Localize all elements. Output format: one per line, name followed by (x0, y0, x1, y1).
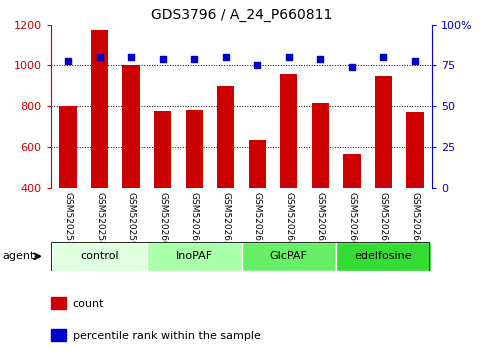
Bar (406, 112, 424, 269)
Bar (51, 297, 67, 309)
Text: GSM520259: GSM520259 (127, 192, 136, 247)
Bar (147, 242, 242, 271)
Bar (242, 242, 336, 271)
Bar (123, 65, 140, 269)
Text: percentile rank within the sample: percentile rank within the sample (73, 331, 260, 341)
Point (127, 55, 135, 60)
Text: agent: agent (2, 251, 35, 261)
Text: GSM520265: GSM520265 (316, 192, 325, 247)
Text: GSM520261: GSM520261 (190, 192, 199, 247)
Text: control: control (80, 251, 119, 261)
Text: GSM520257: GSM520257 (64, 192, 72, 247)
Text: GSM520268: GSM520268 (411, 192, 419, 247)
Bar (217, 86, 234, 269)
Bar (312, 103, 329, 269)
Text: GlcPAF: GlcPAF (270, 251, 308, 261)
Point (348, 64, 356, 70)
Title: GDS3796 / A_24_P660811: GDS3796 / A_24_P660811 (151, 8, 332, 22)
Bar (51, 329, 67, 341)
Point (190, 56, 198, 62)
Point (285, 55, 293, 60)
Bar (91, 30, 108, 269)
Point (64, 58, 72, 63)
Point (316, 56, 324, 62)
Bar (185, 110, 203, 269)
Text: count: count (73, 299, 104, 309)
Point (380, 55, 387, 60)
Text: InoPAF: InoPAF (176, 251, 213, 261)
Bar (52, 242, 147, 271)
Bar (336, 242, 431, 271)
Text: GSM520264: GSM520264 (284, 192, 293, 247)
Text: GSM520260: GSM520260 (158, 192, 167, 247)
Point (222, 55, 229, 60)
Point (159, 56, 167, 62)
Text: GSM520266: GSM520266 (347, 192, 356, 247)
Bar (280, 74, 298, 269)
Bar (59, 106, 77, 269)
Text: edelfosine: edelfosine (355, 251, 412, 261)
Bar (249, 140, 266, 269)
Text: GSM520267: GSM520267 (379, 192, 388, 247)
Point (411, 58, 419, 63)
Bar (343, 154, 360, 269)
Bar (375, 76, 392, 269)
Bar (154, 111, 171, 269)
Text: GSM520263: GSM520263 (253, 192, 262, 247)
Text: GSM520258: GSM520258 (95, 192, 104, 247)
Point (254, 63, 261, 68)
Text: GSM520262: GSM520262 (221, 192, 230, 247)
Point (96, 55, 103, 60)
